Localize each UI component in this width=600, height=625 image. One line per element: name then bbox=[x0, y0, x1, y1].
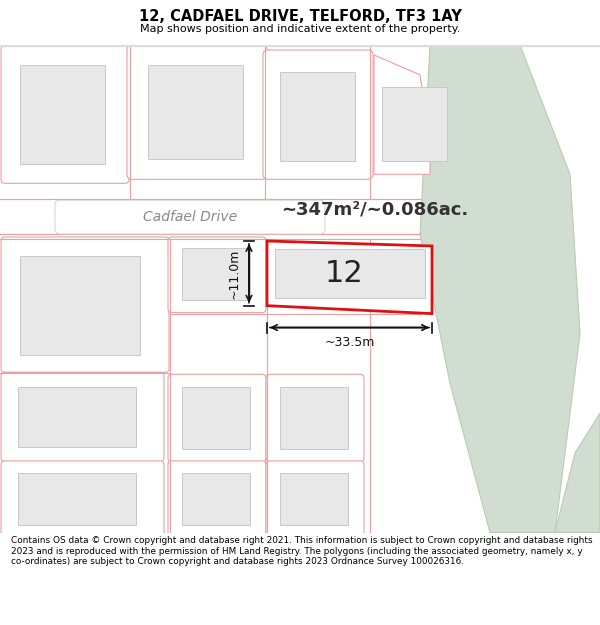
FancyBboxPatch shape bbox=[266, 374, 364, 462]
Bar bbox=[182, 248, 250, 300]
Text: ~33.5m: ~33.5m bbox=[325, 336, 374, 349]
Polygon shape bbox=[530, 413, 600, 532]
FancyBboxPatch shape bbox=[1, 46, 129, 183]
Polygon shape bbox=[267, 241, 432, 314]
Bar bbox=[148, 65, 243, 159]
Bar bbox=[20, 256, 140, 356]
FancyBboxPatch shape bbox=[168, 461, 266, 536]
FancyBboxPatch shape bbox=[1, 461, 164, 536]
Text: Map shows position and indicative extent of the property.: Map shows position and indicative extent… bbox=[140, 24, 460, 34]
FancyBboxPatch shape bbox=[1, 372, 164, 462]
FancyBboxPatch shape bbox=[266, 461, 364, 536]
Text: ~347m²/~0.086ac.: ~347m²/~0.086ac. bbox=[281, 200, 468, 218]
Bar bbox=[18, 472, 136, 524]
Polygon shape bbox=[374, 55, 430, 174]
Polygon shape bbox=[420, 45, 580, 532]
Text: 12, CADFAEL DRIVE, TELFORD, TF3 1AY: 12, CADFAEL DRIVE, TELFORD, TF3 1AY bbox=[139, 9, 461, 24]
Bar bbox=[275, 249, 425, 298]
FancyBboxPatch shape bbox=[1, 237, 169, 372]
Bar bbox=[20, 65, 105, 164]
Bar bbox=[182, 388, 250, 449]
Text: ~11.0m: ~11.0m bbox=[228, 248, 241, 299]
Bar bbox=[280, 472, 348, 524]
Bar bbox=[182, 472, 250, 524]
Bar bbox=[382, 87, 447, 161]
Bar bbox=[0, 45, 600, 46]
Text: Contains OS data © Crown copyright and database right 2021. This information is : Contains OS data © Crown copyright and d… bbox=[11, 536, 592, 566]
Text: 12: 12 bbox=[325, 259, 364, 288]
FancyBboxPatch shape bbox=[127, 45, 267, 179]
Text: Cadfael Drive: Cadfael Drive bbox=[143, 210, 237, 224]
Bar bbox=[280, 388, 348, 449]
FancyBboxPatch shape bbox=[168, 237, 266, 312]
FancyBboxPatch shape bbox=[55, 200, 325, 234]
FancyBboxPatch shape bbox=[263, 50, 373, 179]
Bar bbox=[280, 72, 355, 161]
FancyBboxPatch shape bbox=[168, 374, 266, 462]
Bar bbox=[18, 388, 136, 447]
